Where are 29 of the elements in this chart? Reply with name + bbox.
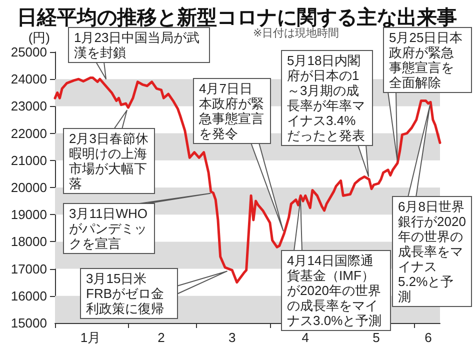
x-tick-label: 1月: [80, 330, 101, 345]
y-tick-label: 24000: [10, 72, 47, 87]
y-tick-label: 18000: [10, 234, 47, 250]
x-tick-label: 6: [424, 330, 432, 345]
y-tick-label: 22000: [10, 126, 47, 141]
annotation: 4月14日国際通貨基金（IMF）が2020年の世界の成長率をマイナス3.0%と予測: [281, 250, 391, 331]
y-tick-label: 23000: [10, 98, 47, 114]
annotation: 4月7日日本政府が緊急事態宣言を発令: [193, 78, 271, 144]
annotation: 2月3日春節休暇明けの上海市場が大幅下落: [63, 128, 155, 194]
annotation: 1月23日中国当局が武漢を封鎖: [74, 30, 200, 60]
annotation: 5月25日日本政府が緊急事態宣言を全面解除: [389, 30, 463, 90]
y-axis-title: (円): [28, 30, 50, 45]
y-tick-label: 25000: [10, 44, 47, 60]
annotation: 3月15日米FRBがゼロ金利政策に復帰: [80, 268, 178, 319]
annotation: 5月18日内閣府が日本の1～3月期の成長率が年率マイナス3.4%だったと発表: [281, 50, 373, 146]
x-tick-label: 4: [302, 330, 309, 345]
x-tick-label: 2: [158, 330, 165, 345]
y-tick-label: 15000: [10, 316, 47, 330]
text: ※日付は現地時間: [253, 26, 340, 40]
y-tick-label: 19000: [10, 207, 47, 222]
annotation: 6月8日世界銀行が2020年の世界の成長率をマイナス5.2%と予測: [392, 196, 472, 307]
y-tick-label: 20000: [10, 180, 47, 195]
chart-title: 日経平均の推移と新型コロナに関する主な出来事: [17, 6, 457, 29]
y-tick-label: 21000: [10, 152, 47, 168]
annotation: 3月11日WHOがパンデミックを宣言: [63, 203, 155, 254]
x-tick-label: 5: [372, 330, 380, 345]
x-tick-label: 3: [228, 330, 236, 345]
y-tick-label: 16000: [10, 288, 47, 304]
y-tick-label: 17000: [10, 261, 47, 276]
